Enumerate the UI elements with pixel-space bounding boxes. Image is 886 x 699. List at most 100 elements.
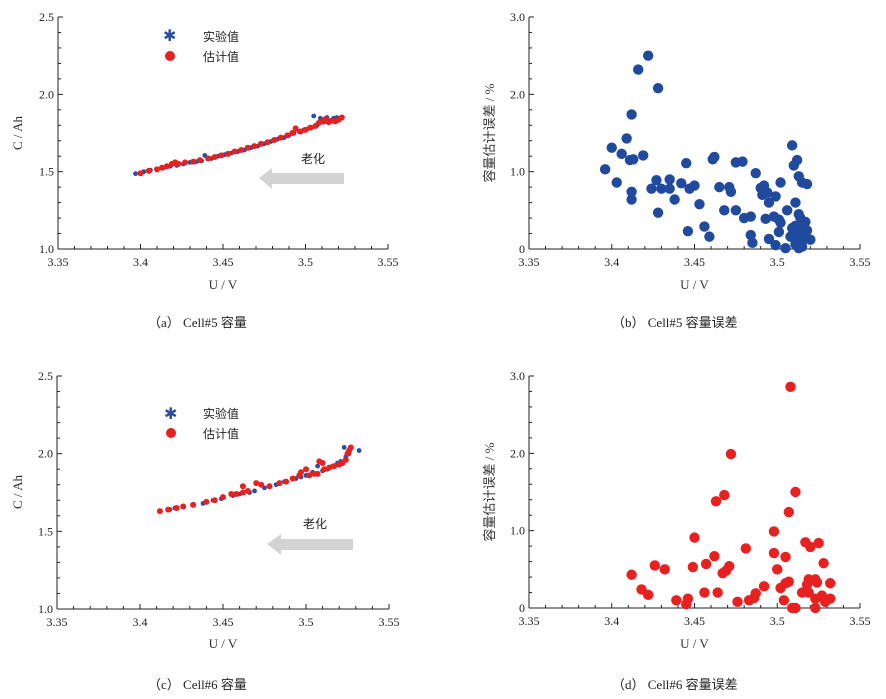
error-point: [709, 151, 720, 163]
error-point: [772, 564, 783, 575]
panel-c-capacity-cell6: 3.35 3.4 3.45 3.5 3.55 1.0 1.5 2.0 2.5 U / V C / A…: [10, 369, 400, 692]
error-point: [652, 207, 664, 218]
estimated-point: [239, 489, 246, 496]
panel-a-axes: 3.35 3.4 3.45 3.5 3.55 1.0 1.5 2.0 2.5 U / V C / A…: [10, 10, 399, 292]
y-tick-label: 0: [519, 242, 525, 256]
legend-circle-icon: [166, 428, 176, 438]
x-tick-label: 3.4: [604, 255, 619, 269]
estimated-point: [163, 163, 170, 170]
x-tick-label: 3.5: [770, 255, 785, 269]
x-tick-label: 3.5: [299, 615, 314, 629]
error-point: [760, 213, 771, 225]
panel-b-axes: 3.35 3.4 3.45 3.5 3.55 0 1.0 2.0 3.0 U / V 容量估计误差 …: [482, 10, 871, 292]
error-point: [642, 50, 654, 61]
estimated-point: [284, 132, 291, 139]
x-tick-label: 3.35: [47, 615, 68, 629]
error-point: [790, 197, 801, 208]
legend-label-experimental: 实验值: [203, 29, 239, 44]
panel-a-legend: ✱ 实验值 估计值: [163, 26, 239, 64]
estimated-point: [205, 155, 212, 162]
error-point: [745, 229, 756, 241]
error-point: [768, 526, 780, 537]
estimated-point: [338, 114, 345, 121]
error-point: [709, 550, 720, 562]
error-point: [825, 578, 836, 589]
panel-d-points: [626, 381, 836, 614]
error-point: [633, 64, 644, 75]
error-point: [768, 547, 780, 559]
experimental-point: [356, 448, 362, 453]
panel-a-aging-annotation: 老化: [259, 152, 344, 189]
error-point: [762, 187, 773, 198]
estimated-point: [283, 478, 290, 485]
x-tick-label: 3.45: [213, 255, 234, 269]
x-axis-label: U / V: [680, 636, 709, 651]
error-point: [773, 226, 785, 238]
estimated-point: [292, 125, 299, 132]
error-point: [786, 140, 798, 151]
error-point: [732, 596, 743, 608]
error-point: [616, 148, 627, 160]
error-point: [710, 496, 722, 507]
error-point: [730, 205, 742, 216]
estimated-point: [347, 444, 354, 451]
error-point: [699, 221, 710, 232]
y-tick-label: 2.0: [39, 87, 54, 101]
experimental-point: [315, 463, 321, 469]
error-point: [818, 557, 829, 569]
estimated-point: [289, 130, 296, 136]
estimated-point: [180, 503, 187, 510]
x-tick-label: 3.45: [213, 615, 234, 629]
y-tick-label: 2.0: [510, 446, 525, 460]
error-point: [763, 233, 775, 245]
estimated-point: [251, 143, 258, 150]
error-point: [793, 243, 804, 254]
x-tick-label: 3.5: [770, 614, 785, 628]
error-point: [676, 178, 687, 189]
error-point: [810, 593, 821, 604]
estimated-point: [182, 159, 189, 166]
estimated-point: [203, 498, 210, 505]
error-point: [790, 486, 801, 498]
estimated-point: [158, 164, 165, 171]
error-point: [781, 205, 793, 216]
estimated-point: [264, 139, 271, 146]
legend-asterisk-icon: ✱: [164, 404, 177, 423]
x-tick-label: 3.45: [684, 614, 705, 628]
error-point: [778, 595, 790, 606]
x-tick-label: 3.55: [850, 614, 871, 628]
experimental-point: [133, 171, 138, 177]
estimated-point: [258, 481, 265, 488]
y-tick-label: 3.0: [510, 10, 525, 24]
error-point: [651, 174, 662, 186]
estimated-point: [145, 167, 152, 174]
y-tick-label: 1.0: [38, 602, 53, 616]
error-point: [599, 164, 611, 175]
estimated-point: [175, 160, 182, 167]
estimated-point: [190, 501, 197, 508]
panel-b-points: [599, 50, 816, 254]
panel-b-error-cell5: 3.35 3.4 3.45 3.5 3.55 0 1.0 2.0 3.0 U / V 容量估计误差 …: [482, 10, 871, 330]
y-tick-label: 1.0: [39, 242, 54, 256]
error-point: [664, 174, 675, 185]
estimated-point: [228, 491, 235, 498]
error-point: [786, 222, 798, 234]
estimated-point: [154, 166, 160, 173]
estimated-point: [303, 466, 309, 473]
error-point: [682, 226, 694, 237]
y-tick-label: 1.5: [39, 165, 54, 179]
error-point: [700, 558, 712, 570]
estimated-point: [314, 470, 321, 477]
estimated-point: [271, 136, 278, 143]
estimated-point: [244, 144, 251, 151]
estimated-point: [277, 134, 284, 141]
error-point: [681, 598, 692, 610]
estimated-point: [220, 494, 226, 501]
error-point: [747, 237, 758, 249]
panel-d-error-cell6: 3.35 3.4 3.45 3.5 3.55 0 1.0 2.0 3.0 U / V 容量估计误差 …: [482, 369, 871, 692]
estimated-point: [224, 150, 231, 157]
error-point: [621, 133, 632, 144]
estimated-point: [331, 463, 338, 470]
y-tick-label: 2.0: [38, 447, 53, 461]
error-point: [699, 587, 710, 598]
